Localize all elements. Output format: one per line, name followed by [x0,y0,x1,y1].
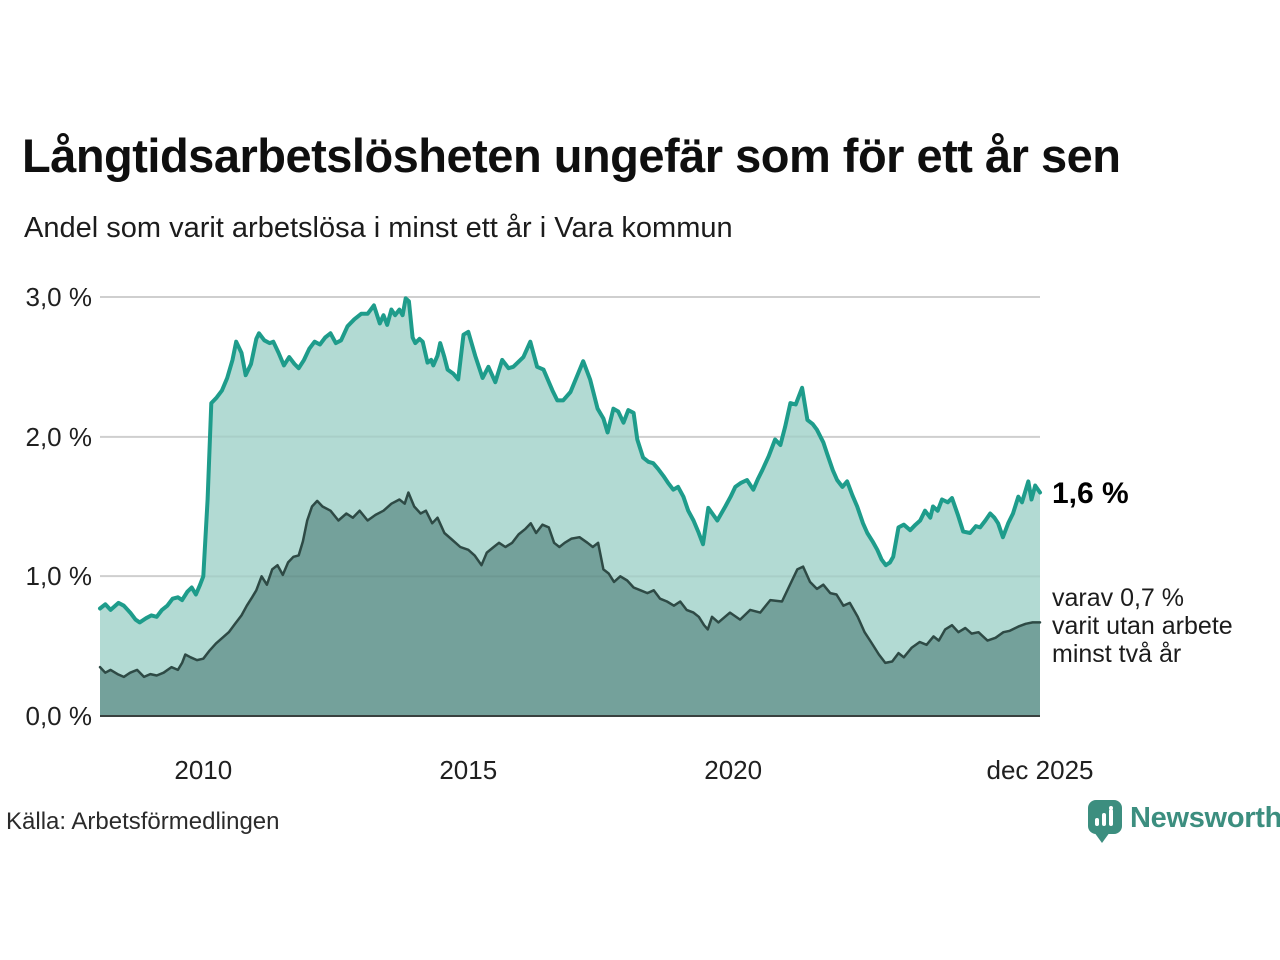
page-title: Långtidsarbetslösheten ungefär som för e… [22,129,1121,182]
x-axis-tick-label: 2020 [704,755,763,785]
total-line [98,296,1042,625]
y-axis-tick-label: 1,0 % [25,561,93,592]
latest-value-label: 1,6 % [1052,477,1129,510]
subset-line [98,491,1042,679]
x-axis-tick-label: dec 2025 [986,755,1094,785]
bar-chart-icon [1095,818,1099,826]
y-axis-tick-label: 2,0 % [25,421,93,452]
subset-annotation: varav 0,7 % varit utan arbete minst två … [1052,584,1233,668]
x-axis-baseline [100,715,1040,717]
subset-annotation-line3: minst två år [1052,640,1182,668]
area-chart [98,296,1042,716]
newsworthy-logo: Newsworthy [1088,800,1280,843]
newsworthy-logo-text: Newsworthy [1130,802,1280,834]
subset-area-fill [100,492,1040,716]
y-axis-tick-label: 3,0 % [25,282,93,312]
speech-bubble-tail [1094,832,1110,843]
y-axis-tick-label: 0,0 % [25,701,93,731]
source-credit: Källa: Arbetsförmedlingen [6,808,280,835]
gridline-3,0 % [100,296,1040,298]
subset-annotation-line1: varav 0,7 % [1052,584,1185,612]
chart-subtitle: Andel som varit arbetslösa i minst ett å… [24,212,733,244]
x-axis-tick-label: 2010 [174,755,233,785]
newsworthy-logo-icon [1088,800,1122,843]
x-axis-tick-label: 2015 [439,755,498,785]
subset-annotation-line2: varit utan arbete [1052,612,1233,640]
